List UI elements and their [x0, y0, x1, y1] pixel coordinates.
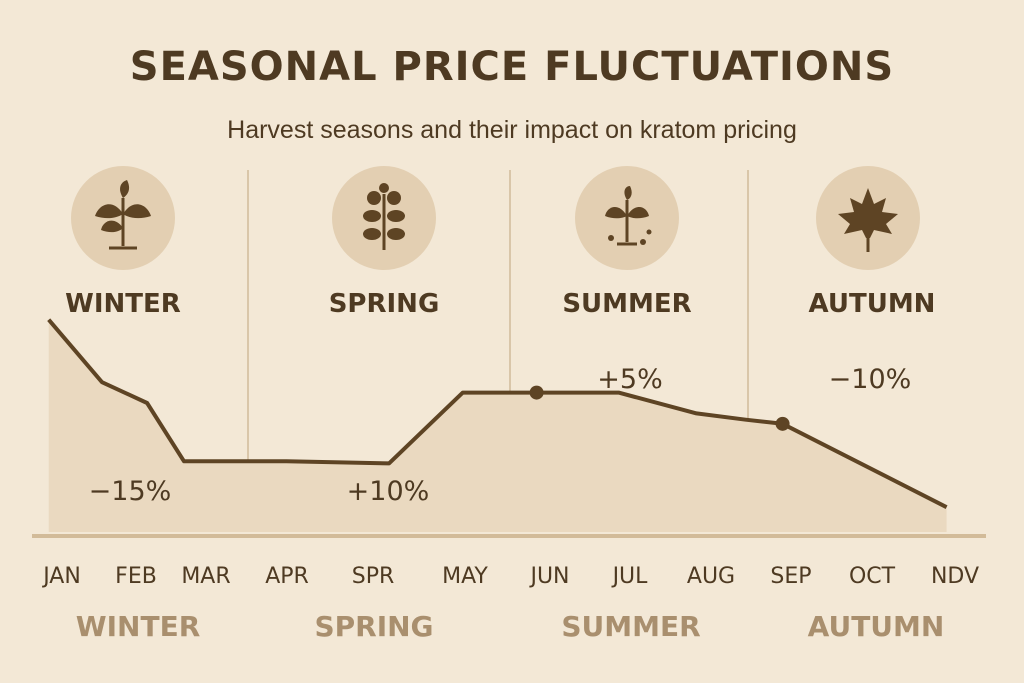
- x-tick-label: OCT: [849, 564, 896, 589]
- season-heading-summer: SUMMER: [562, 289, 691, 319]
- x-tick-label: MAR: [181, 564, 230, 589]
- annotation-summer: +5%: [597, 364, 662, 395]
- sprout-with-seeds-icon: [605, 186, 652, 246]
- season-heading-spring: SPRING: [329, 289, 440, 319]
- x-tick-label: AUG: [687, 564, 735, 589]
- x-tick-labels: JAN FEB MAR APR SPR MAY JUN JUL AUG SEP …: [41, 564, 979, 589]
- chart-subtitle: Harvest seasons and their impact on krat…: [227, 116, 797, 144]
- price-area: [48, 319, 947, 532]
- price-marker: [775, 416, 790, 431]
- season-icon-summer: [575, 166, 679, 270]
- x-tick-label: FEB: [115, 564, 157, 589]
- x-tick-label: APR: [265, 564, 309, 589]
- x-tick-label: JAN: [41, 564, 81, 589]
- season-icon-spring: [332, 166, 436, 270]
- annotation-winter: −15%: [89, 476, 172, 507]
- season-axis-label-summer: SUMMER: [561, 610, 700, 643]
- season-axis-label-spring: SPRING: [314, 610, 433, 643]
- x-tick-label: NDV: [931, 564, 979, 589]
- season-heading-autumn: AUTUMN: [809, 289, 936, 319]
- x-tick-label: SEP: [770, 564, 811, 589]
- annotation-spring: +10%: [347, 476, 430, 507]
- price-markers: [529, 385, 790, 431]
- x-tick-label: SPR: [352, 564, 395, 589]
- annotation-autumn: −10%: [829, 364, 912, 395]
- maple-leaf-icon: [838, 188, 898, 252]
- season-axis-label-winter: WINTER: [76, 610, 201, 643]
- x-tick-label: JUN: [528, 564, 569, 589]
- season-heading-winter: WINTER: [65, 289, 181, 319]
- season-icon-autumn: [816, 166, 920, 270]
- price-line: [47, 318, 948, 509]
- season-axis-label-autumn: AUTUMN: [808, 610, 945, 643]
- budding-plant-icon: [363, 183, 405, 250]
- season-icon-winter: [71, 166, 175, 270]
- price-marker: [529, 385, 544, 400]
- x-tick-label: JUL: [611, 564, 649, 589]
- seedling-icon: [95, 180, 151, 250]
- chart-title: SEASONAL PRICE FLUCTUATIONS: [129, 44, 895, 90]
- x-tick-label: MAY: [442, 564, 488, 589]
